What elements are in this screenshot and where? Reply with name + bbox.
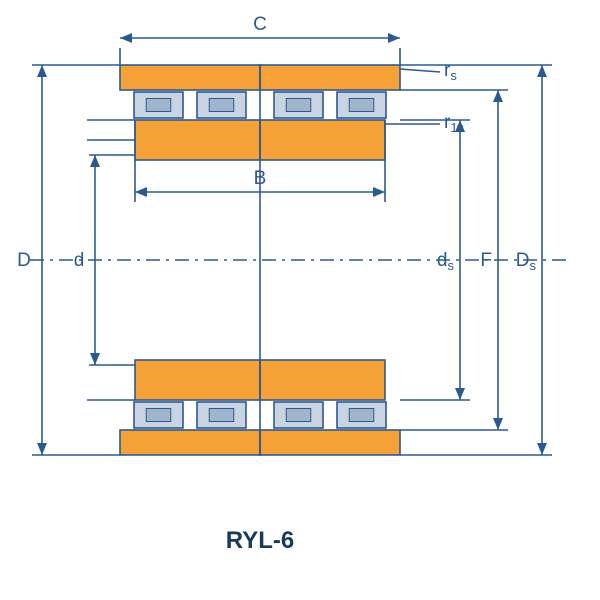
svg-text:D: D [17, 250, 31, 271]
svg-text:r1s: r1s [444, 112, 465, 135]
svg-text:B: B [254, 168, 267, 189]
svg-text:C: C [253, 14, 267, 35]
svg-text:Ds: Ds [516, 250, 537, 273]
svg-text:F: F [480, 250, 492, 271]
svg-text:ds: ds [437, 250, 455, 273]
bearing-cross-section-diagram: C B Dd ds F Ds rs r1s RYL-6 [0, 0, 600, 600]
svg-text:d: d [74, 250, 85, 271]
svg-text:rs: rs [444, 60, 457, 83]
diagram-title: RYL-6 [226, 527, 294, 554]
